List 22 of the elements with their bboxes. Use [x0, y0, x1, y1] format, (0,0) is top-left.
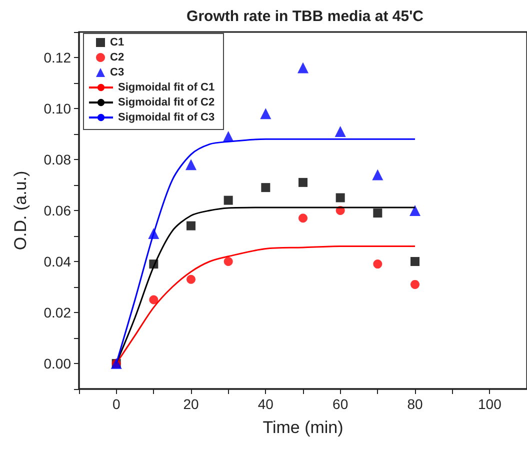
- x-tick-label: 20: [183, 396, 199, 412]
- y-tick-label: 0.10: [44, 100, 72, 116]
- x-axis-title: Time (min): [262, 418, 344, 437]
- legend-label: Sigmoidal fit of C1: [118, 82, 215, 94]
- y-tick-label: 0.02: [44, 304, 72, 320]
- legend-label: Sigmoidal fit of C2: [118, 96, 215, 108]
- legend-label: C1: [110, 36, 124, 48]
- x-tick-label: 60: [332, 396, 348, 412]
- y-axis-title: O.D. (a.u.): [11, 170, 30, 250]
- legend-label: Sigmoidal fit of C3: [118, 112, 215, 124]
- y-tick-label: 0.06: [44, 202, 72, 218]
- chart-title: Growth rate in TBB media at 45'C: [186, 8, 424, 25]
- x-tick-label: 80: [407, 396, 423, 412]
- x-tick-label: 100: [478, 396, 502, 412]
- legend-label: C3: [110, 66, 124, 78]
- y-tick-label: 0.08: [44, 152, 72, 168]
- y-tick-label: 0.00: [44, 356, 72, 372]
- y-tick-label: 0.12: [44, 50, 72, 66]
- x-tick-label: 0: [112, 396, 120, 412]
- y-tick-label: 0.04: [44, 254, 72, 270]
- legend-label: C2: [110, 52, 124, 64]
- x-tick-label: 40: [258, 396, 274, 412]
